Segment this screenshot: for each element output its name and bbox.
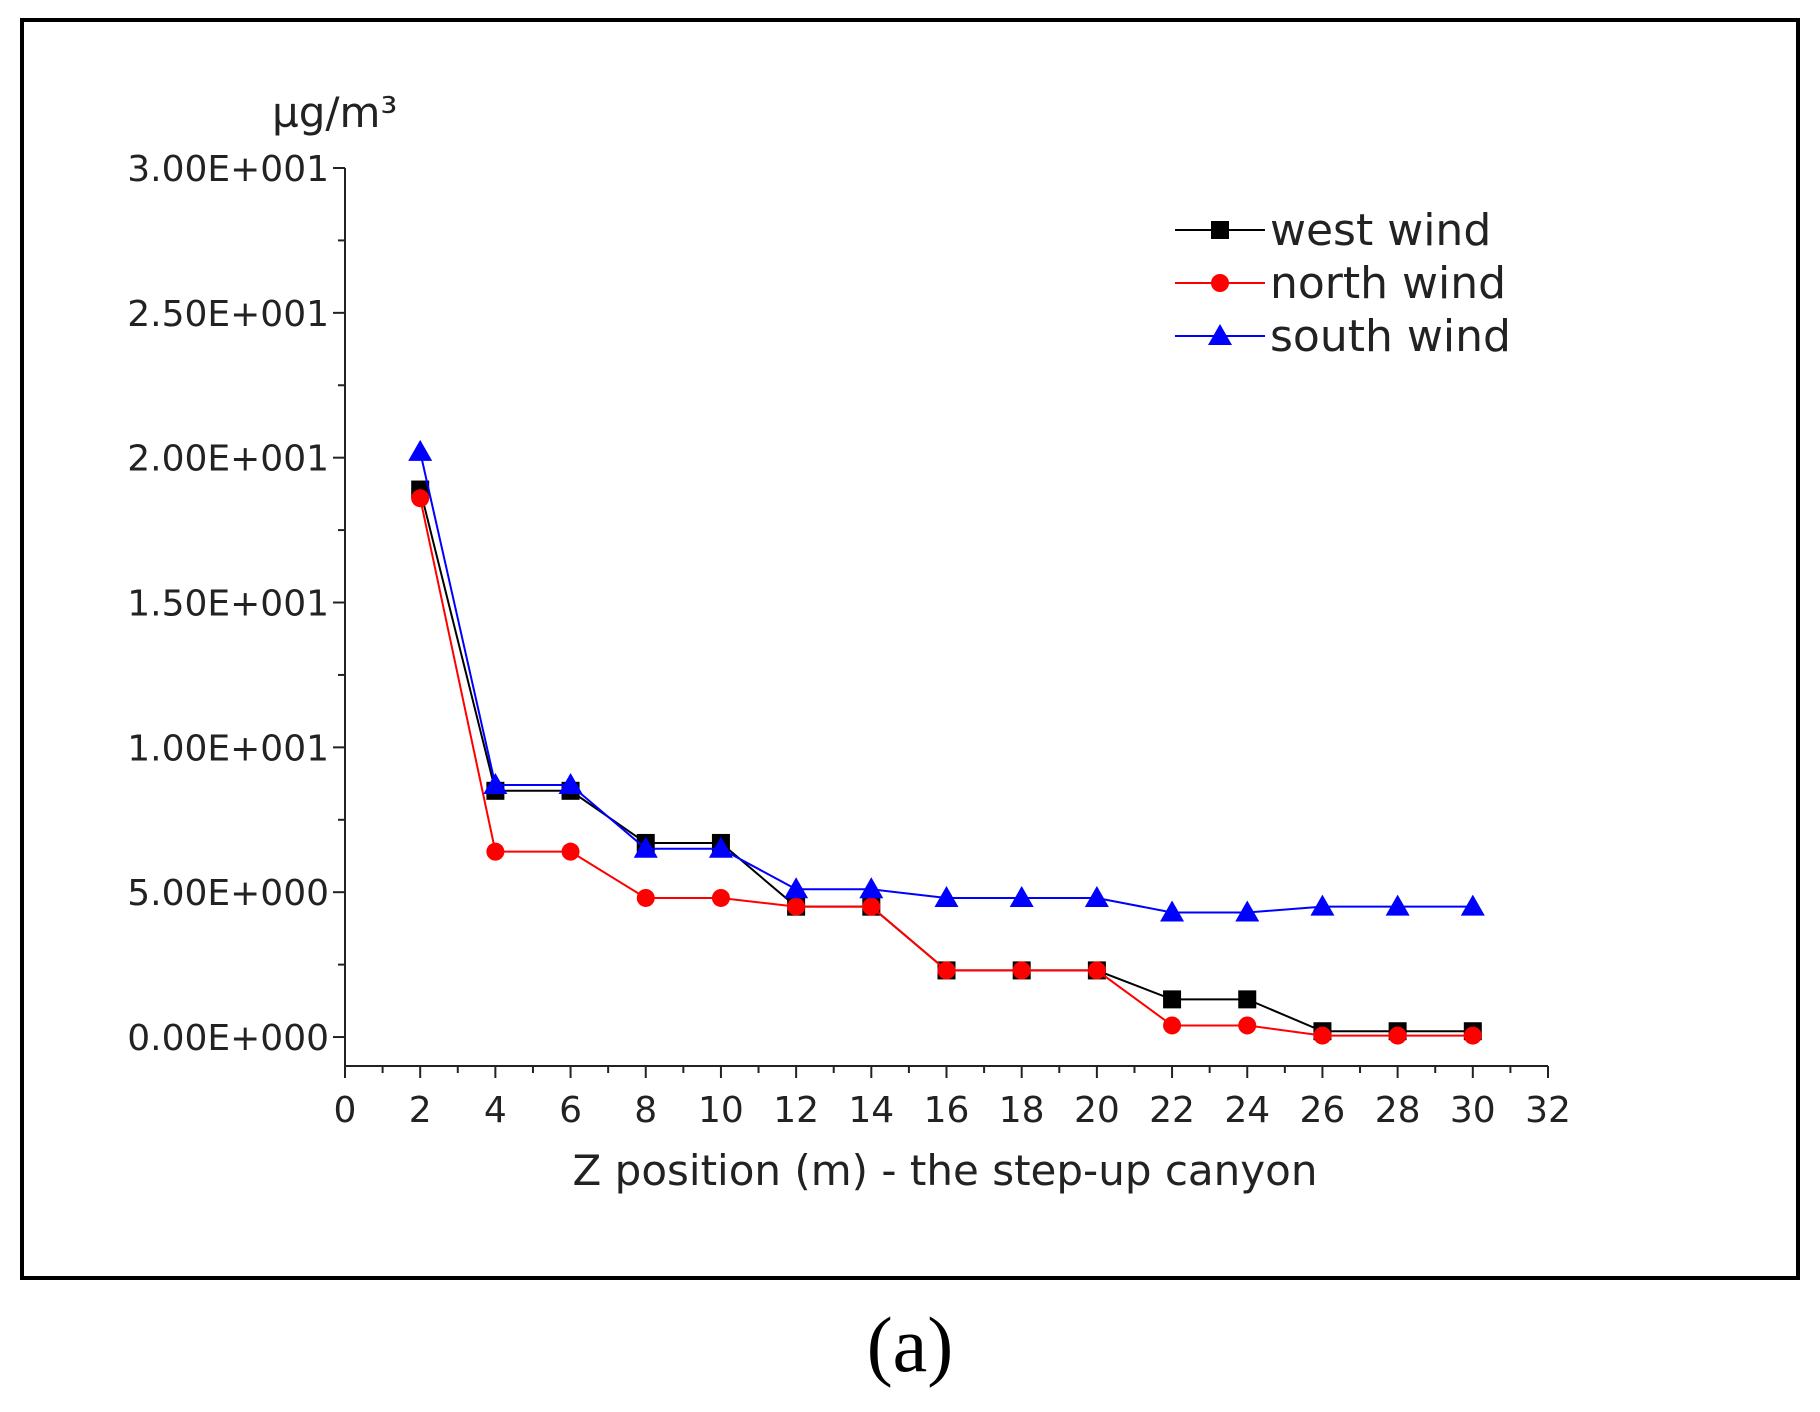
data-point-south-wind bbox=[1160, 900, 1185, 922]
series-line-west-wind bbox=[419, 489, 1473, 1033]
data-point-north-wind bbox=[1012, 961, 1031, 980]
series-layer bbox=[408, 439, 1485, 1045]
chart: 0.00E+000 5.00E+000 1.00E+001 1.50E+001 2.00… bbox=[127, 88, 1571, 1195]
legend-marker bbox=[1211, 274, 1229, 292]
data-point-north-wind bbox=[1463, 1026, 1482, 1045]
legend-marker bbox=[1211, 221, 1229, 239]
legend-label: west wind bbox=[1270, 205, 1491, 256]
data-point-north-wind bbox=[937, 961, 956, 980]
y-tick-label: 1.00E+001 bbox=[127, 728, 329, 769]
data-point-west-wind bbox=[1238, 990, 1257, 1009]
x-tick-label: 2 bbox=[409, 1090, 432, 1131]
data-point-south-wind bbox=[1009, 885, 1034, 907]
x-tick-label: 4 bbox=[484, 1090, 507, 1131]
legend-marker bbox=[1208, 324, 1232, 345]
data-point-south-wind bbox=[1310, 894, 1335, 916]
data-point-north-wind bbox=[711, 888, 730, 907]
x-tick-label: 22 bbox=[1149, 1090, 1195, 1131]
x-tick-label: 10 bbox=[698, 1090, 744, 1131]
data-point-south-wind bbox=[1385, 894, 1410, 916]
series-south-wind bbox=[408, 439, 1485, 922]
series-north-wind bbox=[411, 489, 1482, 1045]
data-point-north-wind bbox=[787, 897, 806, 916]
series-west-wind bbox=[411, 480, 1482, 1041]
data-point-south-wind bbox=[784, 877, 809, 899]
data-point-south-wind bbox=[859, 877, 884, 899]
y-axis-label: µg/m³ bbox=[272, 88, 397, 137]
data-point-west-wind bbox=[1163, 990, 1182, 1009]
data-point-north-wind bbox=[1163, 1016, 1182, 1035]
y-tick-label: 0.00E+000 bbox=[127, 1018, 329, 1059]
legend-label: south wind bbox=[1270, 311, 1511, 362]
data-point-south-wind bbox=[408, 439, 433, 461]
x-tick-label: 0 bbox=[334, 1090, 357, 1131]
figure-frame bbox=[20, 18, 1800, 1280]
x-tick-label: 20 bbox=[1074, 1090, 1120, 1131]
x-tick-label: 16 bbox=[924, 1090, 970, 1131]
data-point-south-wind bbox=[1460, 894, 1485, 916]
series-line-north-wind bbox=[419, 498, 1473, 1037]
data-point-north-wind bbox=[636, 888, 655, 907]
x-tick-label: 8 bbox=[634, 1090, 657, 1131]
y-tick-label: 2.00E+001 bbox=[127, 439, 329, 480]
data-point-north-wind bbox=[1313, 1026, 1332, 1045]
y-tick-label: 5.00E+000 bbox=[127, 873, 329, 914]
data-point-north-wind bbox=[1087, 961, 1106, 980]
data-point-north-wind bbox=[862, 897, 881, 916]
x-tick-label: 28 bbox=[1375, 1090, 1421, 1131]
data-point-south-wind bbox=[934, 885, 959, 907]
data-point-north-wind bbox=[1388, 1026, 1407, 1045]
series-line-south-wind bbox=[419, 451, 1473, 914]
axes: 0.00E+000 5.00E+000 1.00E+001 1.50E+001 2.00… bbox=[127, 149, 1571, 1131]
x-tick-label: 32 bbox=[1525, 1090, 1571, 1131]
x-axis-label: Z position (m) - the step-up canyon bbox=[573, 1146, 1318, 1195]
y-tick-label: 2.50E+001 bbox=[127, 294, 329, 335]
data-point-north-wind bbox=[1238, 1016, 1257, 1035]
data-point-south-wind bbox=[1235, 900, 1260, 922]
x-tick-label: 26 bbox=[1300, 1090, 1346, 1131]
panel-caption: (a) bbox=[866, 1301, 954, 1388]
data-point-south-wind bbox=[1084, 885, 1109, 907]
x-tick-label: 12 bbox=[773, 1090, 819, 1131]
data-point-north-wind bbox=[411, 489, 430, 508]
x-tick-label: 6 bbox=[559, 1090, 582, 1131]
data-point-south-wind bbox=[708, 836, 733, 858]
y-tick-label: 1.50E+001 bbox=[127, 584, 329, 625]
data-point-south-wind bbox=[558, 773, 583, 795]
data-point-north-wind bbox=[561, 842, 580, 861]
data-point-north-wind bbox=[486, 842, 505, 861]
x-tick-label: 14 bbox=[848, 1090, 894, 1131]
data-point-south-wind bbox=[483, 773, 508, 795]
x-tick-label: 18 bbox=[999, 1090, 1045, 1131]
y-tick-label: 3.00E+001 bbox=[127, 149, 329, 190]
legend-label: north wind bbox=[1270, 258, 1506, 309]
data-point-south-wind bbox=[633, 836, 658, 858]
x-tick-label: 24 bbox=[1224, 1090, 1270, 1131]
x-tick-label: 30 bbox=[1450, 1090, 1496, 1131]
